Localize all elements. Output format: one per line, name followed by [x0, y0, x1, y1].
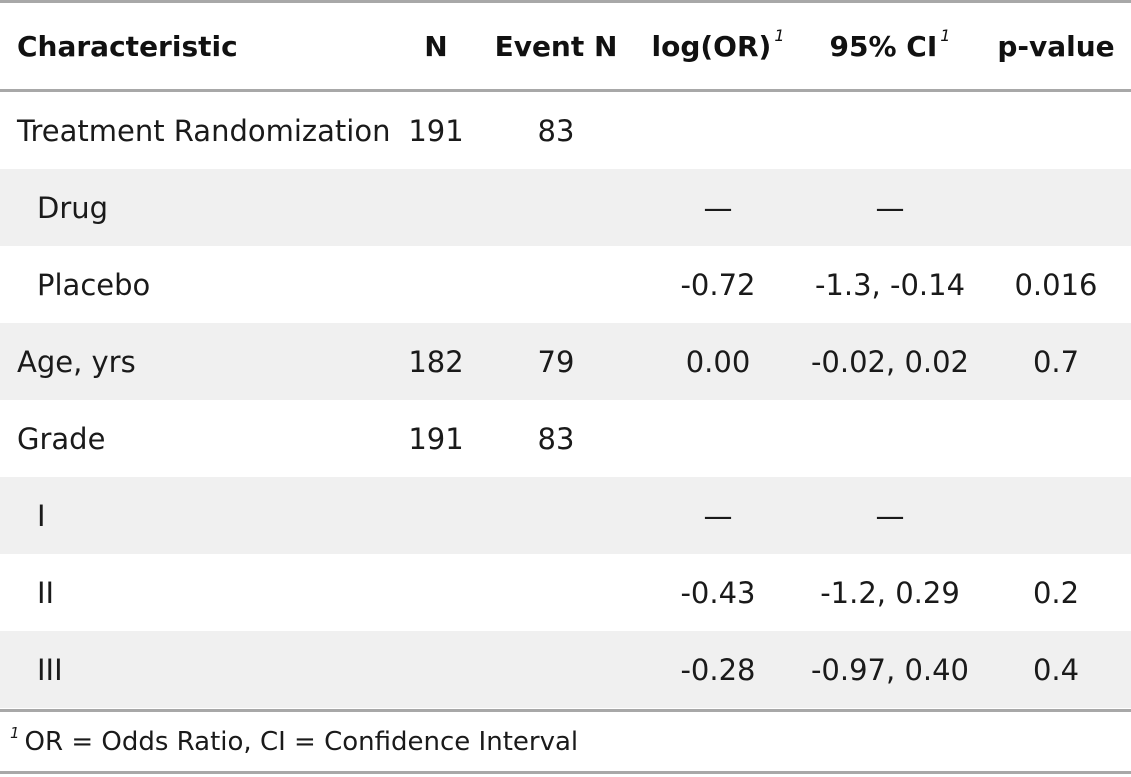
header-n: N: [424, 29, 448, 63]
row-n: [396, 169, 476, 246]
row-ci: -0.02, 0.02: [810, 344, 970, 379]
row-p-value: [988, 477, 1124, 554]
row-event-n: 83: [537, 113, 575, 148]
row-ci: [800, 400, 980, 477]
row-event-n: 79: [537, 344, 575, 379]
row-p-value: [988, 400, 1124, 477]
row-label: III: [37, 652, 63, 687]
table-row: Placebo -0.72 -1.3, -0.14 0.016: [0, 246, 1131, 323]
footnote-text: OR = Odds Ratio, CI = Confidence Interva…: [24, 726, 579, 757]
table-footnote: 1 OR = Odds Ratio, CI = Confidence Interv…: [10, 712, 578, 771]
row-p-value: [988, 92, 1124, 169]
row-log-or: —: [703, 190, 733, 225]
row-event-n: [496, 631, 616, 708]
row-p-value: 0.4: [1032, 652, 1080, 687]
row-ci: —: [875, 498, 905, 533]
row-ci: —: [875, 190, 905, 225]
row-log-or: -0.72: [680, 267, 756, 302]
table-row: Age, yrs 182 79 0.00 -0.02, 0.02 0.7: [0, 323, 1131, 400]
row-event-n: [496, 246, 616, 323]
table-bottom-rule: [0, 709, 1131, 712]
header-log-or-label: log(OR): [651, 29, 772, 63]
row-event-n: [496, 554, 616, 631]
row-p-value: 0.016: [1014, 267, 1098, 302]
table-top-rule: [0, 0, 1131, 3]
row-n: [396, 554, 476, 631]
header-log-or: log(OR) 1: [648, 3, 788, 89]
row-n: 191: [408, 113, 464, 148]
table-row: III -0.28 -0.97, 0.40 0.4: [0, 631, 1131, 708]
header-p-value: p-value: [997, 29, 1115, 63]
row-n: 182: [408, 344, 464, 379]
row-event-n: [496, 169, 616, 246]
header-log-or-footnote-mark: 1: [774, 25, 785, 45]
row-label: Drug: [37, 190, 109, 225]
table-row: I — —: [0, 477, 1131, 554]
header-ci: 95% CI 1: [800, 3, 980, 89]
header-ci-footnote-mark: 1: [940, 25, 951, 45]
header-event-n: Event N: [494, 29, 618, 63]
row-p-value: [988, 169, 1124, 246]
row-log-or: -0.43: [680, 575, 756, 610]
row-event-n: [496, 477, 616, 554]
row-n: [396, 477, 476, 554]
row-label: Treatment Randomization: [17, 113, 391, 148]
row-label: Age, yrs: [17, 344, 136, 379]
row-ci: -1.2, 0.29: [820, 575, 960, 610]
row-label: II: [37, 575, 55, 610]
row-p-value: 0.7: [1032, 344, 1080, 379]
table-row: Drug — —: [0, 169, 1131, 246]
row-n: 191: [408, 421, 464, 456]
row-log-or: 0.00: [685, 344, 751, 379]
table-row: II -0.43 -1.2, 0.29 0.2: [0, 554, 1131, 631]
footnote-bottom-rule: [0, 771, 1131, 774]
row-n: [396, 246, 476, 323]
row-log-or: [648, 92, 788, 169]
row-ci: -1.3, -0.14: [814, 267, 966, 302]
row-ci: [800, 92, 980, 169]
table-row: Treatment Randomization 191 83: [0, 92, 1131, 169]
table-row: Grade 191 83: [0, 400, 1131, 477]
footnote-mark: 1: [10, 723, 20, 742]
row-p-value: 0.2: [1032, 575, 1080, 610]
row-log-or: -0.28: [680, 652, 756, 687]
row-log-or: —: [703, 498, 733, 533]
row-n: [396, 631, 476, 708]
header-characteristic: Characteristic: [17, 29, 238, 63]
header-bottom-rule: [0, 89, 1131, 92]
row-label: Grade: [17, 421, 106, 456]
row-label: I: [37, 498, 46, 533]
header-ci-label: 95% CI: [829, 29, 938, 63]
row-event-n: 83: [537, 421, 575, 456]
row-log-or: [648, 400, 788, 477]
table-header-row: Characteristic N Event N log(OR) 1 95% CI…: [0, 3, 1131, 89]
row-label: Placebo: [37, 267, 151, 302]
row-ci: -0.97, 0.40: [810, 652, 970, 687]
